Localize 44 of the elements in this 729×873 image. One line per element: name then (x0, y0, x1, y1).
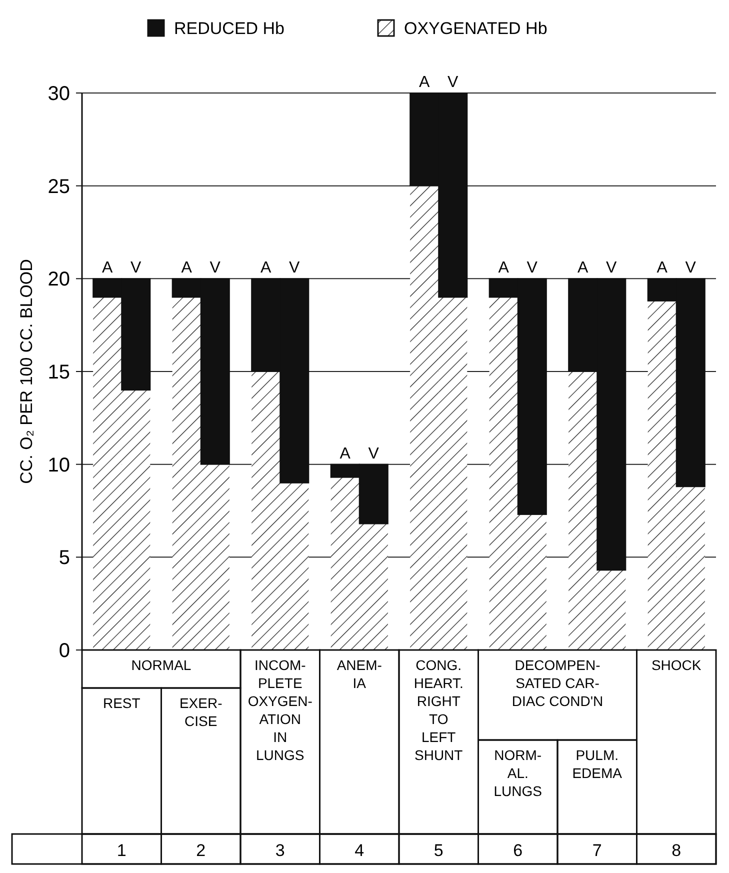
text: 4 (354, 841, 364, 860)
x-tick-label: A (102, 260, 114, 277)
text: NORM- AL. LUNGS (494, 747, 542, 799)
x-tick-label: A (419, 74, 430, 91)
y-tick-label: 15 (48, 362, 70, 384)
text: 1 (116, 841, 126, 860)
x-tick-label: A (181, 260, 192, 277)
y-tick-label: 5 (58, 547, 70, 570)
text: EXER- CISE (179, 695, 223, 729)
x-tick-label: A (340, 445, 351, 462)
text: PULM. EDEMA (572, 747, 623, 781)
x-tick-label: A (656, 260, 668, 277)
text: 3 (275, 841, 285, 860)
text: CONG. HEART. RIGHT TO LEFT SHUNT (414, 657, 464, 763)
text: 8 (672, 841, 682, 860)
legend-label: REDUCED Hb (174, 19, 285, 38)
x-tick-label: V (606, 260, 618, 277)
y-tick-label: 30 (48, 83, 70, 105)
x-tick-label: V (368, 445, 380, 462)
y-tick-label: 0 (58, 640, 70, 662)
text: 6 (513, 841, 523, 860)
x-tick-label: V (210, 260, 221, 277)
x-tick-label: A (498, 260, 510, 277)
x-tick-label: V (526, 260, 538, 277)
text: REST (102, 695, 141, 711)
text: SHOCK (651, 657, 702, 673)
x-tick-label: V (130, 260, 142, 277)
text: INCOM- PLETE OXYGEN- ATION IN LUNGS (248, 657, 313, 763)
text: 2 (196, 841, 206, 860)
x-tick-label: V (685, 260, 696, 277)
x-tick-label: V (448, 74, 459, 91)
x-tick-label: V (289, 260, 300, 277)
text: 5 (434, 841, 444, 860)
text: DECOMPEN- SATED CAR- DIAC COND'N (512, 657, 604, 709)
text: NORMAL (131, 657, 192, 673)
y-axis-title: CC. O₂ PER 100 CC. BLOOD (17, 259, 36, 484)
x-tick-label: A (578, 260, 589, 277)
x-tick-label: A (260, 260, 272, 277)
text: ANEM- IA (336, 657, 382, 691)
legend-label: OXYGENATED Hb (404, 19, 548, 38)
y-tick-label: 20 (48, 268, 70, 291)
y-tick-label: 25 (48, 176, 70, 198)
y-tick-label: 10 (48, 454, 70, 476)
text: 7 (592, 841, 602, 860)
